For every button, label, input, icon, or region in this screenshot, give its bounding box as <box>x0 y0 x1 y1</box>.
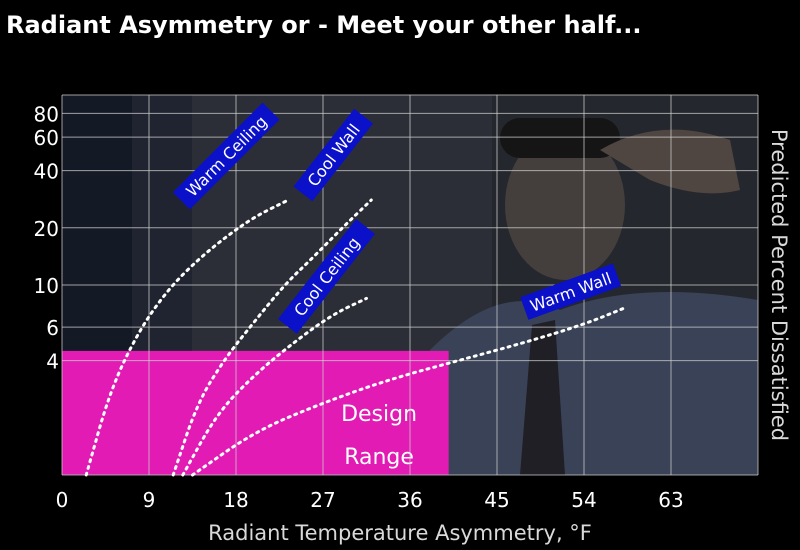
photo-person-hand <box>600 129 740 194</box>
y-tick-label: 60 <box>34 126 59 150</box>
y-tick-label: 80 <box>34 102 59 126</box>
x-tick-label: 36 <box>397 488 422 512</box>
series-line-warm-ceiling <box>84 198 290 477</box>
y-tick-label: 40 <box>34 160 59 184</box>
design-range-rect <box>62 350 449 475</box>
y-tick-label: 4 <box>46 350 59 374</box>
series-line-cool-wall <box>171 198 373 477</box>
series-line-warm-wall <box>191 307 625 477</box>
series-label-box <box>293 108 374 202</box>
y-tick-label: 20 <box>34 217 59 241</box>
series-label-box <box>520 263 622 320</box>
photo-person-hair <box>500 118 620 158</box>
x-axis-label: Radiant Temperature Asymmetry, °F <box>208 521 592 545</box>
x-tick-label: 45 <box>484 488 509 512</box>
x-tick-label: 27 <box>310 488 335 512</box>
x-tick-label: 9 <box>143 488 156 512</box>
design-range-label-line: Design <box>341 402 417 427</box>
photo-person-shirt <box>430 292 758 475</box>
x-tick-label: 0 <box>56 488 69 512</box>
y-axis-label: Predicted Percent Dissatisfied <box>767 129 791 441</box>
series-label-box <box>172 102 280 210</box>
y-tick-label: 10 <box>34 274 59 298</box>
x-tick-label: 63 <box>658 488 683 512</box>
chart-title: Radiant Asymmetry or - Meet your other h… <box>6 11 641 39</box>
series-label-box <box>278 219 375 334</box>
gridlines <box>61 94 759 476</box>
photo-person-tie <box>520 320 565 475</box>
series-curves <box>84 198 625 477</box>
series-line-cool-ceiling <box>181 296 368 477</box>
x-tick-label: 54 <box>571 488 596 512</box>
x-tick-label: 18 <box>223 488 248 512</box>
design-range-area: Design Range <box>62 350 449 475</box>
photo-person-head <box>505 130 625 280</box>
y-tick-label: 6 <box>46 316 59 340</box>
design-range-label-line: Range <box>344 445 414 470</box>
